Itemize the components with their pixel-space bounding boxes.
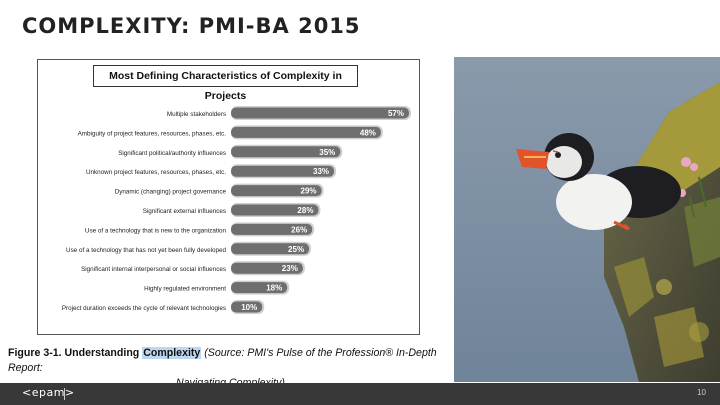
bar — [231, 223, 313, 235]
bar-value-label: 57% — [388, 109, 404, 118]
bar — [231, 301, 263, 313]
bar-category-label: Ambiguity of project features, resources… — [78, 130, 227, 137]
page-number: 10 — [697, 388, 706, 397]
bar — [231, 107, 409, 119]
bar-value-label: 48% — [360, 128, 376, 137]
bar — [231, 204, 319, 216]
bar-category-label: Project duration exceeds the cycle of re… — [62, 305, 226, 312]
bar — [231, 243, 310, 255]
bar-category-label: Significant external influences — [143, 208, 226, 215]
bar — [231, 262, 303, 274]
bar-value-label: 33% — [313, 167, 329, 176]
epam-logo: <epam> — [22, 386, 75, 399]
bar-value-label: 18% — [266, 284, 282, 293]
bar-value-label: 35% — [319, 148, 335, 157]
puffin-image — [454, 57, 720, 382]
bar-value-label: 10% — [241, 303, 257, 312]
chart-title: Most Defining Characteristics of Complex… — [93, 65, 358, 102]
bar — [231, 282, 288, 294]
bar — [231, 165, 335, 177]
caption-figure-label: Figure 3-1. Understanding — [8, 347, 140, 359]
bar-category-label: Dynamic (changing) project governance — [115, 189, 227, 196]
bar-category-label: Significant political/authority influenc… — [118, 150, 226, 157]
slide-title: COMPLEXITY: PMI-BA 2015 — [22, 14, 361, 38]
footer-bar: <epam> 10 — [0, 383, 720, 405]
bar — [231, 146, 341, 158]
puffin-photo — [454, 57, 720, 382]
bar — [231, 126, 381, 138]
bar-category-label: Multiple stakeholders — [167, 111, 226, 118]
bar-chart-svg: Multiple stakeholders 57% Ambiguity of pro… — [62, 106, 411, 314]
bar — [231, 185, 322, 197]
bar-category-label: Use of a technology that is new to the o… — [85, 227, 227, 234]
bar-category-label: Significant internal interpersonal or so… — [81, 266, 226, 273]
bar-category-label: Highly regulated environment — [144, 286, 226, 293]
bar-category-label: Unknown project features, resources, pha… — [86, 169, 226, 176]
bar-value-label: 29% — [301, 187, 317, 196]
complexity-chart: Most Defining Characteristics of Complex… — [37, 59, 420, 335]
bar-value-label: 23% — [282, 264, 298, 273]
bar-value-label: 26% — [291, 225, 307, 234]
bar-value-label: 28% — [297, 206, 313, 215]
caption-highlighted-word: Complexity — [142, 347, 202, 359]
caption-source-line1: (Source: PMI's Pulse of the Profession® … — [8, 347, 437, 374]
logo-separator — [64, 388, 65, 400]
bar-category-label: Use of a technology that has not yet bee… — [66, 247, 226, 254]
bar-value-label: 25% — [288, 245, 304, 254]
